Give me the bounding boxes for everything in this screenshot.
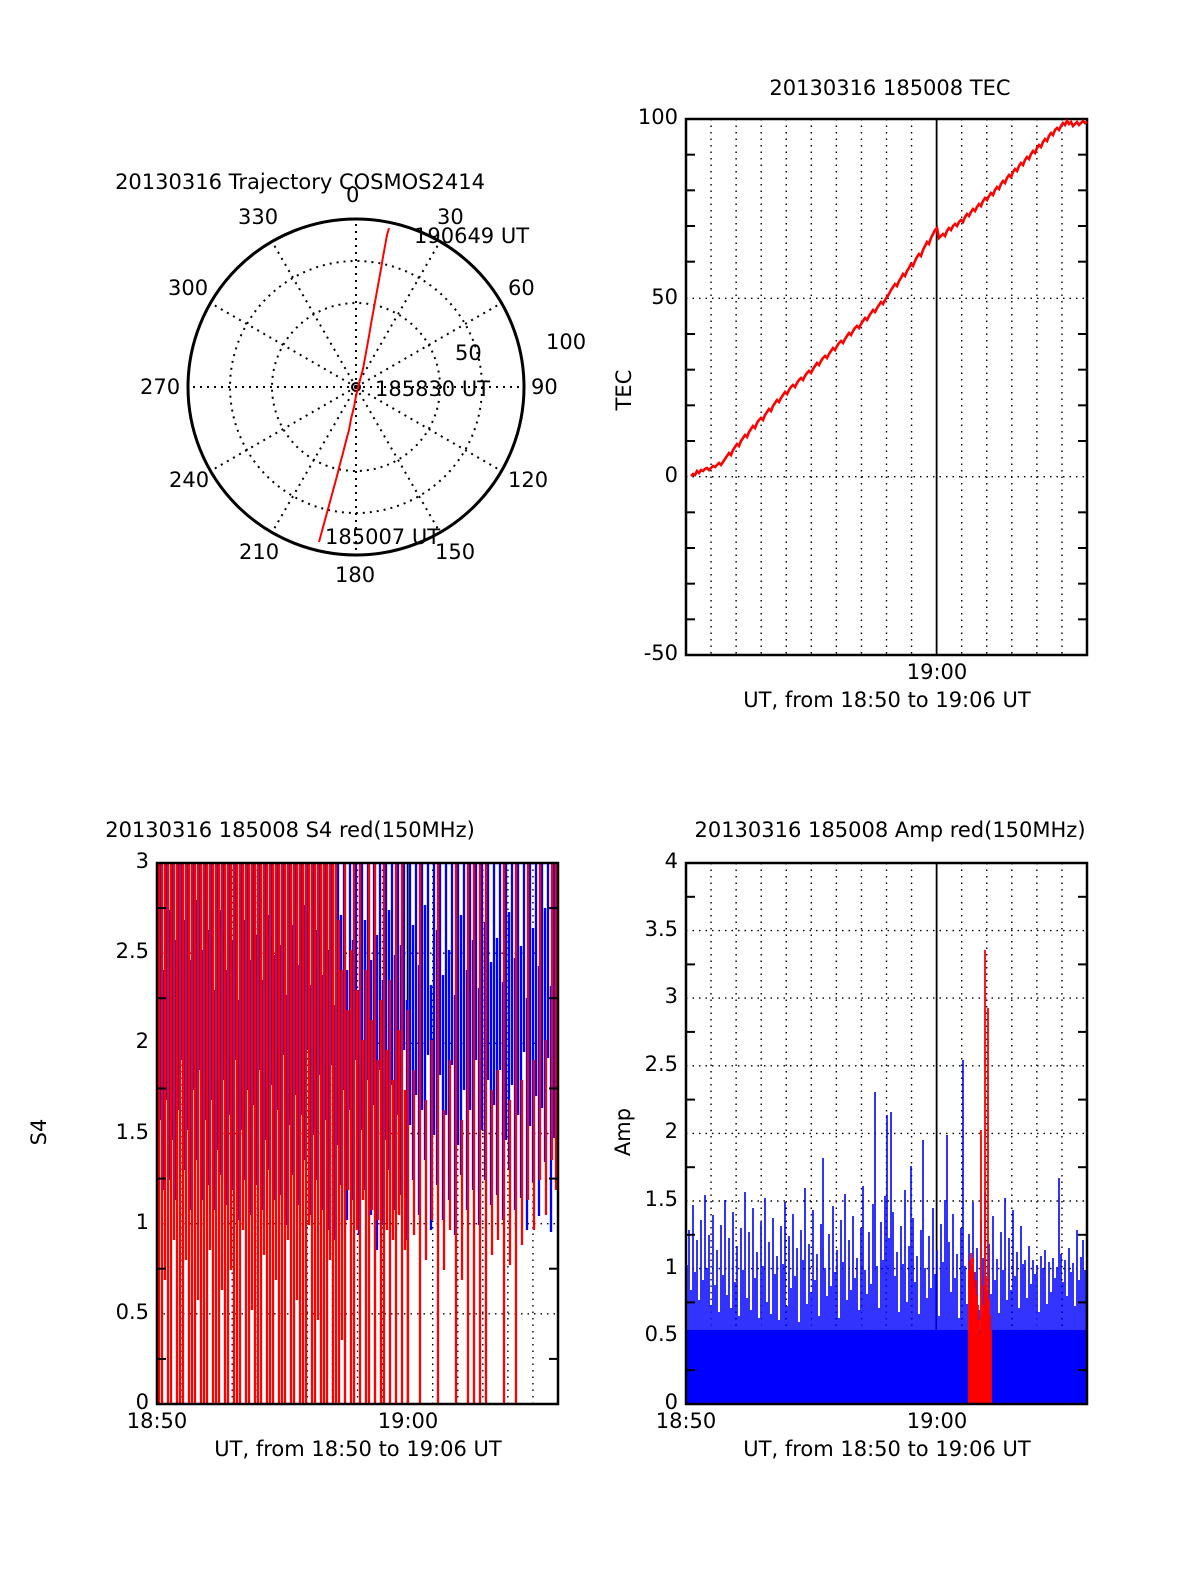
trajectory-polar-plot xyxy=(186,217,526,557)
tec-y-axis-label: TEC xyxy=(612,369,636,411)
tec-plot xyxy=(684,117,1089,657)
polar-radial-label-100: 100 xyxy=(546,330,587,354)
s4-plot xyxy=(155,861,560,1406)
amp-ytick-0p5: 0.5 xyxy=(644,1322,678,1346)
polar-spokes xyxy=(188,219,524,555)
s4-ytick-0: 0 xyxy=(135,1390,149,1414)
amp-x-axis-label: UT, from 18:50 to 19:06 UT xyxy=(743,1437,1031,1461)
amp-ytick-3p5: 3.5 xyxy=(644,917,678,941)
amp-ytick-1: 1 xyxy=(664,1255,678,1279)
amp-y-axis-label: Amp xyxy=(611,1107,635,1157)
polar-radial-label-50: 50 xyxy=(455,341,482,365)
amp-xtick-1900: 19:00 xyxy=(906,1409,968,1433)
polar-azimuth-label-90: 90 xyxy=(531,375,558,399)
tec-vertical-gridlines xyxy=(710,119,1063,655)
s4-panel: 20130316 185008 S4 red(150MHz) xyxy=(0,760,600,1500)
s4-ytick-1: 1 xyxy=(135,1210,149,1234)
tec-xtick-1900: 19:00 xyxy=(906,660,968,684)
polar-azimuth-label-60: 60 xyxy=(508,276,535,300)
amp-ytick-4: 4 xyxy=(664,849,678,873)
amp-axes-frame xyxy=(684,861,1089,1406)
s4-y-minor-ticks xyxy=(157,907,558,1360)
s4-xtick-1900: 19:00 xyxy=(377,1409,439,1433)
amp-title: 20130316 185008 Amp red(150MHz) xyxy=(694,818,1086,842)
amp-panel: 20130316 185008 Amp red(150MHz) xyxy=(600,760,1200,1500)
s4-xtick-1850: 18:50 xyxy=(126,1409,188,1433)
tec-panel: 20130316 185008 TEC xyxy=(600,0,1200,730)
amp-trace-red xyxy=(968,950,992,1404)
amp-xtick-1850: 18:50 xyxy=(655,1409,717,1433)
polar-outer-circle xyxy=(186,217,526,557)
polar-azimuth-label-270: 270 xyxy=(140,375,181,399)
tec-title: 20130316 185008 TEC xyxy=(769,76,1011,100)
tec-y-minor-ticks xyxy=(686,153,1087,621)
trajectory-panel: 20130316 Trajectory COSMOS2414 0 30 60 xyxy=(0,0,600,700)
amp-trace-blue xyxy=(686,1060,1086,1404)
tec-trace xyxy=(690,118,1088,477)
amp-traces xyxy=(686,950,1087,1404)
tec-horizontal-gridlines xyxy=(686,297,1087,478)
s4-ytick-2: 2 xyxy=(135,1029,149,1053)
s4-trace-red xyxy=(157,863,558,1404)
amp-y-minor-ticks xyxy=(686,895,1087,1372)
tec-ytick--50: -50 xyxy=(643,641,678,665)
s4-title: 20130316 185008 S4 red(150MHz) xyxy=(105,818,475,842)
amp-plot xyxy=(684,861,1089,1406)
polar-azimuth-label-300: 300 xyxy=(168,276,209,300)
polar-azimuth-label-330: 330 xyxy=(238,205,279,229)
polar-center-marker xyxy=(351,382,361,392)
polar-azimuth-label-120: 120 xyxy=(508,468,549,492)
tec-ytick-50: 50 xyxy=(651,285,678,309)
amp-ytick-2: 2 xyxy=(664,1119,678,1143)
trajectory-title: 20130316 Trajectory COSMOS2414 xyxy=(115,170,485,194)
polar-azimuth-label-210: 210 xyxy=(239,540,280,564)
s4-axes-frame xyxy=(155,861,560,1406)
trajectory-start-time-annotation: 185007 UT xyxy=(325,525,441,549)
s4-traces xyxy=(157,863,558,1404)
tec-ytick-0: 0 xyxy=(664,463,678,487)
s4-ytick-2p5: 2.5 xyxy=(115,939,149,963)
trajectory-line xyxy=(318,227,390,543)
tec-x-axis-label: UT, from 18:50 to 19:06 UT xyxy=(743,688,1031,712)
s4-x-axis-label: UT, from 18:50 to 19:06 UT xyxy=(214,1437,502,1461)
polar-azimuth-label-240: 240 xyxy=(169,468,210,492)
tec-ytick-100: 100 xyxy=(637,105,678,129)
amp-ytick-2p5: 2.5 xyxy=(644,1052,678,1076)
polar-azimuth-label-0: 0 xyxy=(346,183,360,207)
s4-ytick-1p5: 1.5 xyxy=(115,1120,149,1144)
amp-ytick-1p5: 1.5 xyxy=(644,1187,678,1211)
s4-ytick-0p5: 0.5 xyxy=(115,1300,149,1324)
polar-azimuth-label-150: 150 xyxy=(435,540,476,564)
amp-ytick-3: 3 xyxy=(664,984,678,1008)
trajectory-end-time-annotation: 190649 UT xyxy=(414,224,530,248)
s4-ytick-3: 3 xyxy=(135,849,149,873)
amp-ytick-0: 0 xyxy=(664,1390,678,1414)
polar-azimuth-label-30: 30 xyxy=(437,205,464,229)
s4-y-axis-label: S4 xyxy=(27,1118,51,1146)
polar-azimuth-label-180: 180 xyxy=(335,563,376,587)
trajectory-mid-time-annotation: 185830 UT xyxy=(375,377,491,401)
